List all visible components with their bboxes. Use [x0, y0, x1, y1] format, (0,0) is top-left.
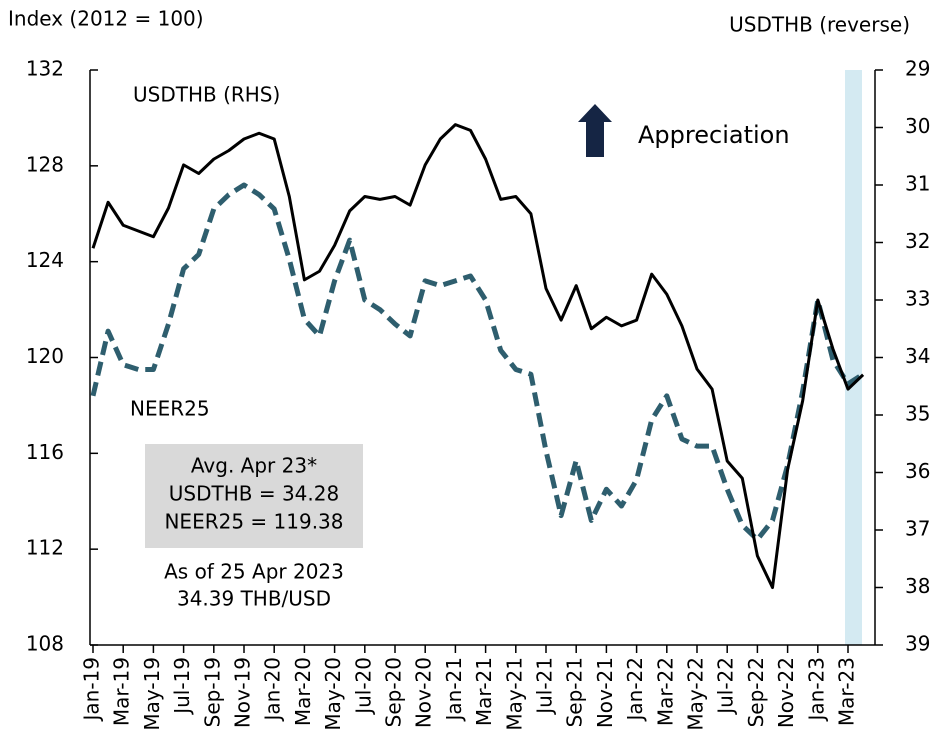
x-tick-label: Mar-22 [653, 657, 677, 726]
y-tick-label: 128 [26, 152, 64, 176]
y-tick-label: 120 [26, 344, 64, 368]
y2-tick-label: 34 [905, 344, 930, 368]
x-tick-label: May-21 [502, 657, 526, 731]
y2-tick-label: 29 [905, 57, 930, 81]
y2-tick-label: 39 [905, 632, 930, 656]
annotation: Appreciation [638, 121, 790, 149]
x-tick-label: Jan-20 [261, 657, 285, 723]
legend-label: USDTHB (RHS) [133, 83, 280, 107]
x-tick-label: Jul-22 [714, 657, 738, 716]
y-tick-label: 116 [26, 440, 64, 464]
y2-tick-label: 36 [905, 459, 930, 483]
x-tick-label: Sep-20 [382, 657, 406, 727]
highlight-band [845, 70, 862, 645]
x-tick-label: May-22 [684, 657, 708, 731]
annotation: Avg. Apr 23* [191, 454, 317, 478]
x-tick-label: Sep-19 [200, 657, 224, 727]
x-tick-label: May-20 [321, 657, 345, 731]
x-tick-label: Jul-21 [533, 657, 557, 716]
y-tick-label: 112 [26, 536, 64, 560]
x-tick-label: Mar-23 [835, 657, 859, 726]
y2-tick-label: 30 [905, 114, 930, 138]
y2-tick-label: 35 [905, 402, 930, 426]
y2-axis-title: USDTHB (reverse) [729, 13, 910, 37]
y2-tick-label: 32 [905, 229, 930, 253]
x-tick-label: Jul-20 [351, 657, 375, 716]
y2-tick-label: 31 [905, 172, 930, 196]
x-tick-label: Nov-20 [412, 657, 436, 728]
annotation-box [145, 444, 363, 548]
y2-tick-label: 37 [905, 517, 930, 541]
x-tick-label: Jan-21 [442, 657, 466, 723]
x-tick-label: Mar-19 [110, 657, 134, 726]
annotation: USDTHB = 34.28 [169, 482, 339, 506]
legend-label: NEER25 [130, 397, 210, 421]
annotation: NEER25 = 119.38 [164, 510, 343, 534]
x-tick-label: Nov-22 [774, 657, 798, 728]
x-tick-label: Jan-19 [80, 657, 104, 723]
annotation: As of 25 Apr 2023 [164, 560, 344, 584]
x-tick-label: Nov-21 [593, 657, 617, 728]
x-tick-label: Jan-22 [623, 657, 647, 723]
appreciation-arrow [578, 104, 612, 157]
x-tick-label: Jan-23 [804, 657, 828, 723]
annotation: 34.39 THB/USD [177, 587, 331, 611]
x-tick-label: May-19 [140, 657, 164, 731]
y-axis-title: Index (2012 = 100) [8, 7, 204, 31]
y-tick-label: 108 [26, 632, 64, 656]
series-line [91, 123, 865, 589]
x-tick-label: Nov-19 [231, 657, 255, 728]
x-tick-label: Mar-20 [291, 657, 315, 726]
x-tick-label: Jul-19 [170, 657, 194, 716]
x-tick-label: Sep-21 [563, 657, 587, 727]
series-line [90, 182, 865, 543]
x-tick-label: Mar-21 [472, 657, 496, 726]
y2-tick-label: 38 [905, 574, 930, 598]
y2-tick-label: 33 [905, 287, 930, 311]
y-tick-label: 124 [26, 248, 64, 272]
x-tick-label: Sep-22 [744, 657, 768, 727]
y-tick-label: 132 [26, 57, 64, 81]
